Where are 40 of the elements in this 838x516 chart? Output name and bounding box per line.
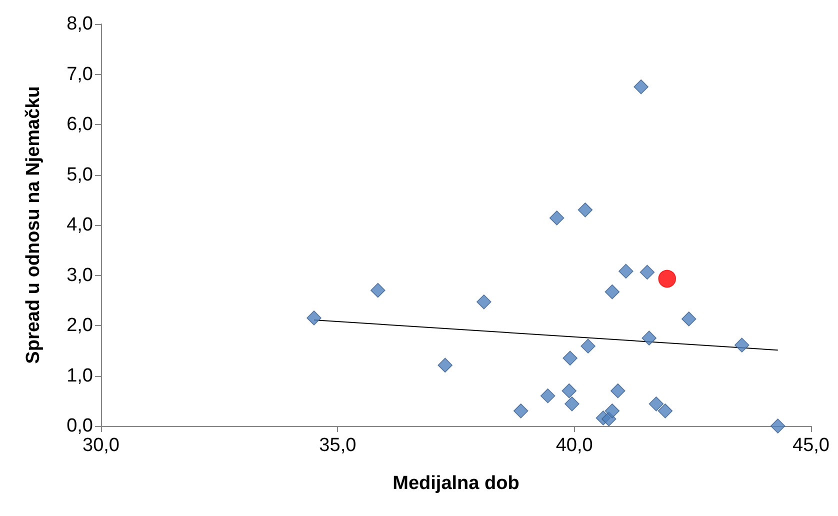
x-tick-label: 40,0 — [556, 435, 593, 456]
y-tick-label: 0,0 — [66, 416, 93, 436]
y-axis-title: Spread u odnosu na Njemačku — [23, 86, 44, 364]
point — [658, 270, 676, 288]
point — [564, 396, 580, 412]
point — [634, 79, 648, 94]
point — [513, 404, 528, 418]
point — [648, 396, 664, 412]
x-tick-label: 45,0 — [792, 435, 830, 456]
x-tick-label: 30,0 — [82, 435, 120, 456]
y-tick-label: 5,0 — [66, 164, 93, 186]
point — [642, 330, 657, 346]
y-tick-label: 4,0 — [66, 214, 93, 236]
y-tick-label: 3,0 — [66, 264, 93, 286]
point — [734, 338, 750, 352]
point — [578, 202, 593, 218]
point — [540, 388, 556, 404]
x-tick-label: 35,0 — [319, 435, 356, 456]
y-tick-label: 1,0 — [66, 365, 93, 386]
point — [618, 264, 634, 279]
point — [604, 404, 620, 418]
point — [562, 350, 578, 366]
point — [370, 282, 386, 298]
point — [681, 312, 696, 326]
y-tick-label: 6,0 — [66, 114, 93, 135]
y-tick-label: 8,0 — [66, 14, 93, 34]
x-axis-title: Medijalna dob — [392, 473, 520, 494]
point — [549, 210, 564, 226]
point — [476, 294, 492, 310]
y-tick-label: 2,0 — [66, 315, 93, 336]
point — [658, 404, 673, 418]
point — [306, 310, 322, 326]
point — [640, 264, 655, 280]
y-tick-label: 7,0 — [66, 64, 93, 85]
point — [438, 358, 453, 373]
point — [610, 383, 626, 398]
point — [770, 418, 786, 434]
point — [562, 383, 577, 398]
point — [580, 338, 596, 354]
point — [604, 284, 620, 300]
